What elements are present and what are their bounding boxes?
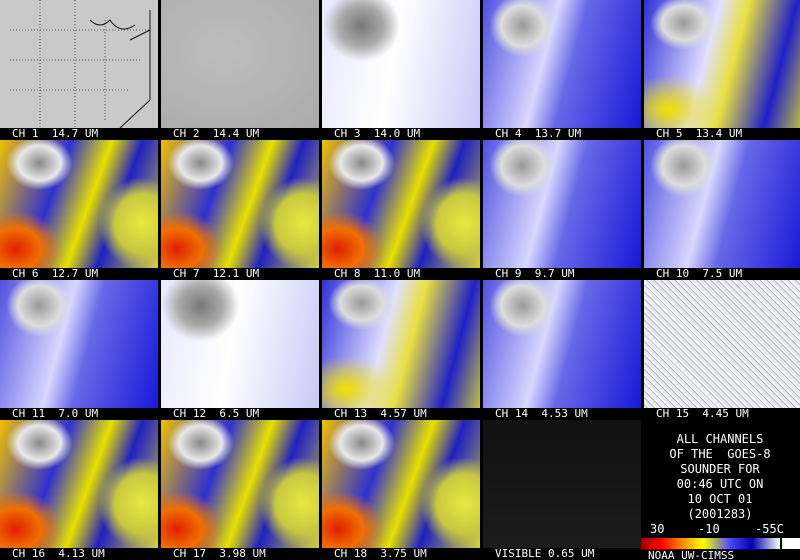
channel-image [322,420,480,548]
info-panel: 30 -10 -55C NOAA UW-CIMSS ALL CHANNELS OF… [640,420,800,560]
channel-panel: CH 14 4.53 UM [483,280,641,420]
channel-panel: CH 10 7.5 UM [644,140,800,280]
channel-label: CH 16 4.13 UM [12,547,105,560]
scale-label: 30 [650,522,665,536]
info-line: OF THE GOES-8 [669,447,771,461]
channel-image [322,280,480,408]
channel-label: CH 13 4.57 UM [334,407,427,420]
channel-image [0,140,158,268]
info-line: (2001283) [687,507,753,521]
channel-label: CH 8 11.0 UM [334,267,421,280]
color-scale-end [782,538,800,549]
channel-panel: CH 7 12.1 UM [161,140,319,280]
scale-label: -55C [755,522,784,536]
channel-image [644,280,800,408]
channel-label: CH 18 3.75 UM [334,547,427,560]
channel-panel: CH 2 14.4 UM [161,0,319,140]
scale-label: -10 [698,522,720,536]
channel-image [483,140,641,268]
channel-label: CH 14 4.53 UM [495,407,588,420]
channel-panel: CH 1 14.7 UM [0,0,158,140]
channel-label: CH 4 13.7 UM [495,127,582,140]
channel-panel: CH 15 4.45 UM [644,280,800,420]
channel-panel: CH 11 7.0 UM [0,280,158,420]
channel-image [644,140,800,268]
channel-panel: CH 13 4.57 UM [322,280,480,420]
channel-label: CH 15 4.45 UM [656,407,749,420]
channel-image [0,420,158,548]
channel-panel: CH 9 9.7 UM [483,140,641,280]
channel-panel: CH 18 3.75 UM [322,420,480,560]
channel-panel: CH 16 4.13 UM [0,420,158,560]
info-line: SOUNDER FOR [680,462,760,476]
channel-image [161,0,319,128]
channel-image [322,140,480,268]
channel-image [483,420,641,548]
channel-image [161,420,319,548]
channel-label: CH 6 12.7 UM [12,267,99,280]
info-line: ALL CHANNELS [676,432,764,446]
channel-panel: CH 6 12.7 UM [0,140,158,280]
channel-label: CH 17 3.98 UM [173,547,266,560]
channel-label: CH 7 12.1 UM [173,267,260,280]
channel-label: CH 5 13.4 UM [656,127,743,140]
channel-label: CH 2 14.4 UM [173,127,260,140]
channel-image [0,0,158,128]
channel-label: CH 3 14.0 UM [334,127,421,140]
channel-image [483,280,641,408]
channel-image [483,0,641,128]
channel-label: CH 9 9.7 UM [495,267,575,280]
channel-panel: CH 4 13.7 UM [483,0,641,140]
channel-panel: CH 5 13.4 UM [644,0,800,140]
channel-label: VISIBLE 0.65 UM [495,547,595,560]
channel-panel: CH 8 11.0 UM [322,140,480,280]
color-scale [640,538,780,549]
channel-label: CH 12 6.5 UM [173,407,260,420]
channel-panel: VISIBLE 0.65 UM [483,420,641,560]
channel-image [644,0,800,128]
channel-label: CH 1 14.7 UM [12,127,99,140]
channel-image [161,140,319,268]
channel-label: CH 11 7.0 UM [12,407,99,420]
channel-label: CH 10 7.5 UM [656,267,743,280]
state-borders [10,0,151,128]
info-line: 10 OCT 01 [687,492,753,506]
credit: NOAA UW-CIMSS [648,549,735,560]
channel-panel: CH 12 6.5 UM [161,280,319,420]
channel-panel: CH 17 3.98 UM [161,420,319,560]
channel-image [322,0,480,128]
info-line: 00:46 UTC ON [676,477,764,491]
channel-image [161,280,319,408]
channel-image [0,280,158,408]
channel-panel: CH 3 14.0 UM [322,0,480,140]
